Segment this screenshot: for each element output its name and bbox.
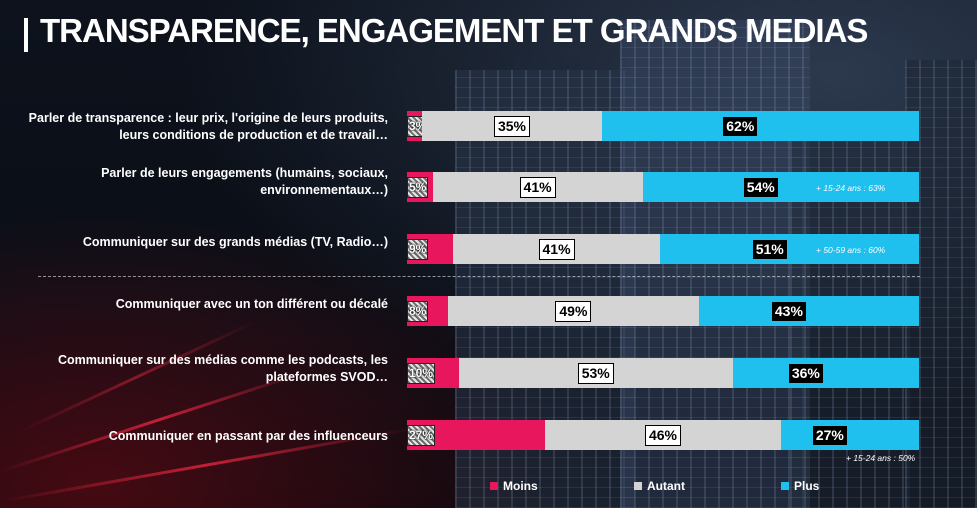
- bar-autant: 41%: [452, 234, 661, 264]
- data-label-autant: 53%: [577, 362, 614, 384]
- legend-label-autant: Autant: [647, 479, 685, 493]
- bar-plus: 62%: [601, 111, 919, 141]
- legend-moins: Moins: [490, 479, 538, 493]
- bar-plus: 27%: [780, 420, 919, 450]
- data-label-plus: 27%: [812, 425, 847, 445]
- data-label-plus: 43%: [771, 301, 806, 321]
- category-label: Communiquer sur des médias comme les pod…: [58, 353, 388, 384]
- data-label-autant: 46%: [644, 424, 681, 446]
- data-label-autant: 49%: [555, 300, 592, 322]
- bar-moins: 3%: [407, 111, 429, 141]
- annotation-note: + 15-24 ans : 63%: [816, 183, 886, 193]
- data-label-moins: 27%: [407, 424, 436, 446]
- bar-moins: 10%: [407, 358, 459, 388]
- data-label-moins: 8%: [407, 300, 429, 322]
- bar-row: 8% 49% 43%: [407, 296, 919, 326]
- bar-row: 10% 53% 36%: [407, 358, 919, 388]
- data-label-plus: 51%: [752, 239, 787, 259]
- bar-moins: 9%: [407, 234, 453, 264]
- data-label-moins: 10%: [407, 362, 436, 384]
- category-label: Communiquer avec un ton différent ou déc…: [115, 297, 388, 311]
- bar-row: 27% 46% 27%: [407, 420, 919, 450]
- bar-plus: 43%: [698, 296, 919, 326]
- legend-label-moins: Moins: [503, 479, 538, 493]
- legend-swatch-plus: [781, 482, 789, 490]
- legend-label-plus: Plus: [794, 479, 820, 493]
- bar-row: 9% 41% 51%: [407, 234, 919, 264]
- data-label-moins: 9%: [407, 238, 429, 260]
- bar-plus: 36%: [732, 358, 919, 388]
- data-label-autant: 41%: [519, 176, 556, 198]
- category-label: Communiquer sur des grands médias (TV, R…: [82, 235, 388, 249]
- bar-moins: 8%: [407, 296, 448, 326]
- bar-plus: 54%: [642, 172, 919, 202]
- annotation-note: + 50-59 ans : 60%: [816, 245, 886, 255]
- data-label-moins: 5%: [407, 176, 429, 198]
- bar-row: 3% 35% 62%: [407, 111, 919, 141]
- legend-plus: Plus: [781, 479, 819, 493]
- bar-moins: 27%: [407, 420, 546, 450]
- data-label-autant: 41%: [538, 238, 575, 260]
- bar-autant: 41%: [432, 172, 643, 202]
- legend-swatch-moins: [490, 482, 498, 490]
- data-label-plus: 36%: [788, 363, 823, 383]
- bar-autant: 46%: [545, 420, 781, 450]
- category-label: Parler de leurs engagements (humains, so…: [101, 166, 388, 197]
- legend-swatch-autant: [634, 482, 642, 490]
- annotation-note: + 15-24 ans : 50%: [846, 453, 916, 463]
- bar-autant: 35%: [422, 111, 602, 141]
- data-label-plus: 54%: [743, 177, 778, 197]
- bar-plus: 51%: [660, 234, 919, 264]
- page-title: TRANSPARENCE, ENGAGEMENT ET GRANDS MEDIA…: [40, 12, 868, 49]
- bar-autant: 53%: [458, 358, 733, 388]
- data-label-plus: 62%: [723, 116, 758, 136]
- bar-row: 5% 41% 54%: [407, 172, 919, 202]
- legend-autant: Autant: [634, 479, 685, 493]
- title-accent-bar: [24, 18, 28, 52]
- bar-autant: 49%: [447, 296, 699, 326]
- group-separator: [38, 276, 920, 277]
- category-label: Parler de transparence : leur prix, l'or…: [28, 111, 388, 142]
- bar-moins: 5%: [407, 172, 433, 202]
- category-label: Communiquer en passant par des influence…: [108, 429, 388, 443]
- data-label-autant: 35%: [493, 115, 530, 137]
